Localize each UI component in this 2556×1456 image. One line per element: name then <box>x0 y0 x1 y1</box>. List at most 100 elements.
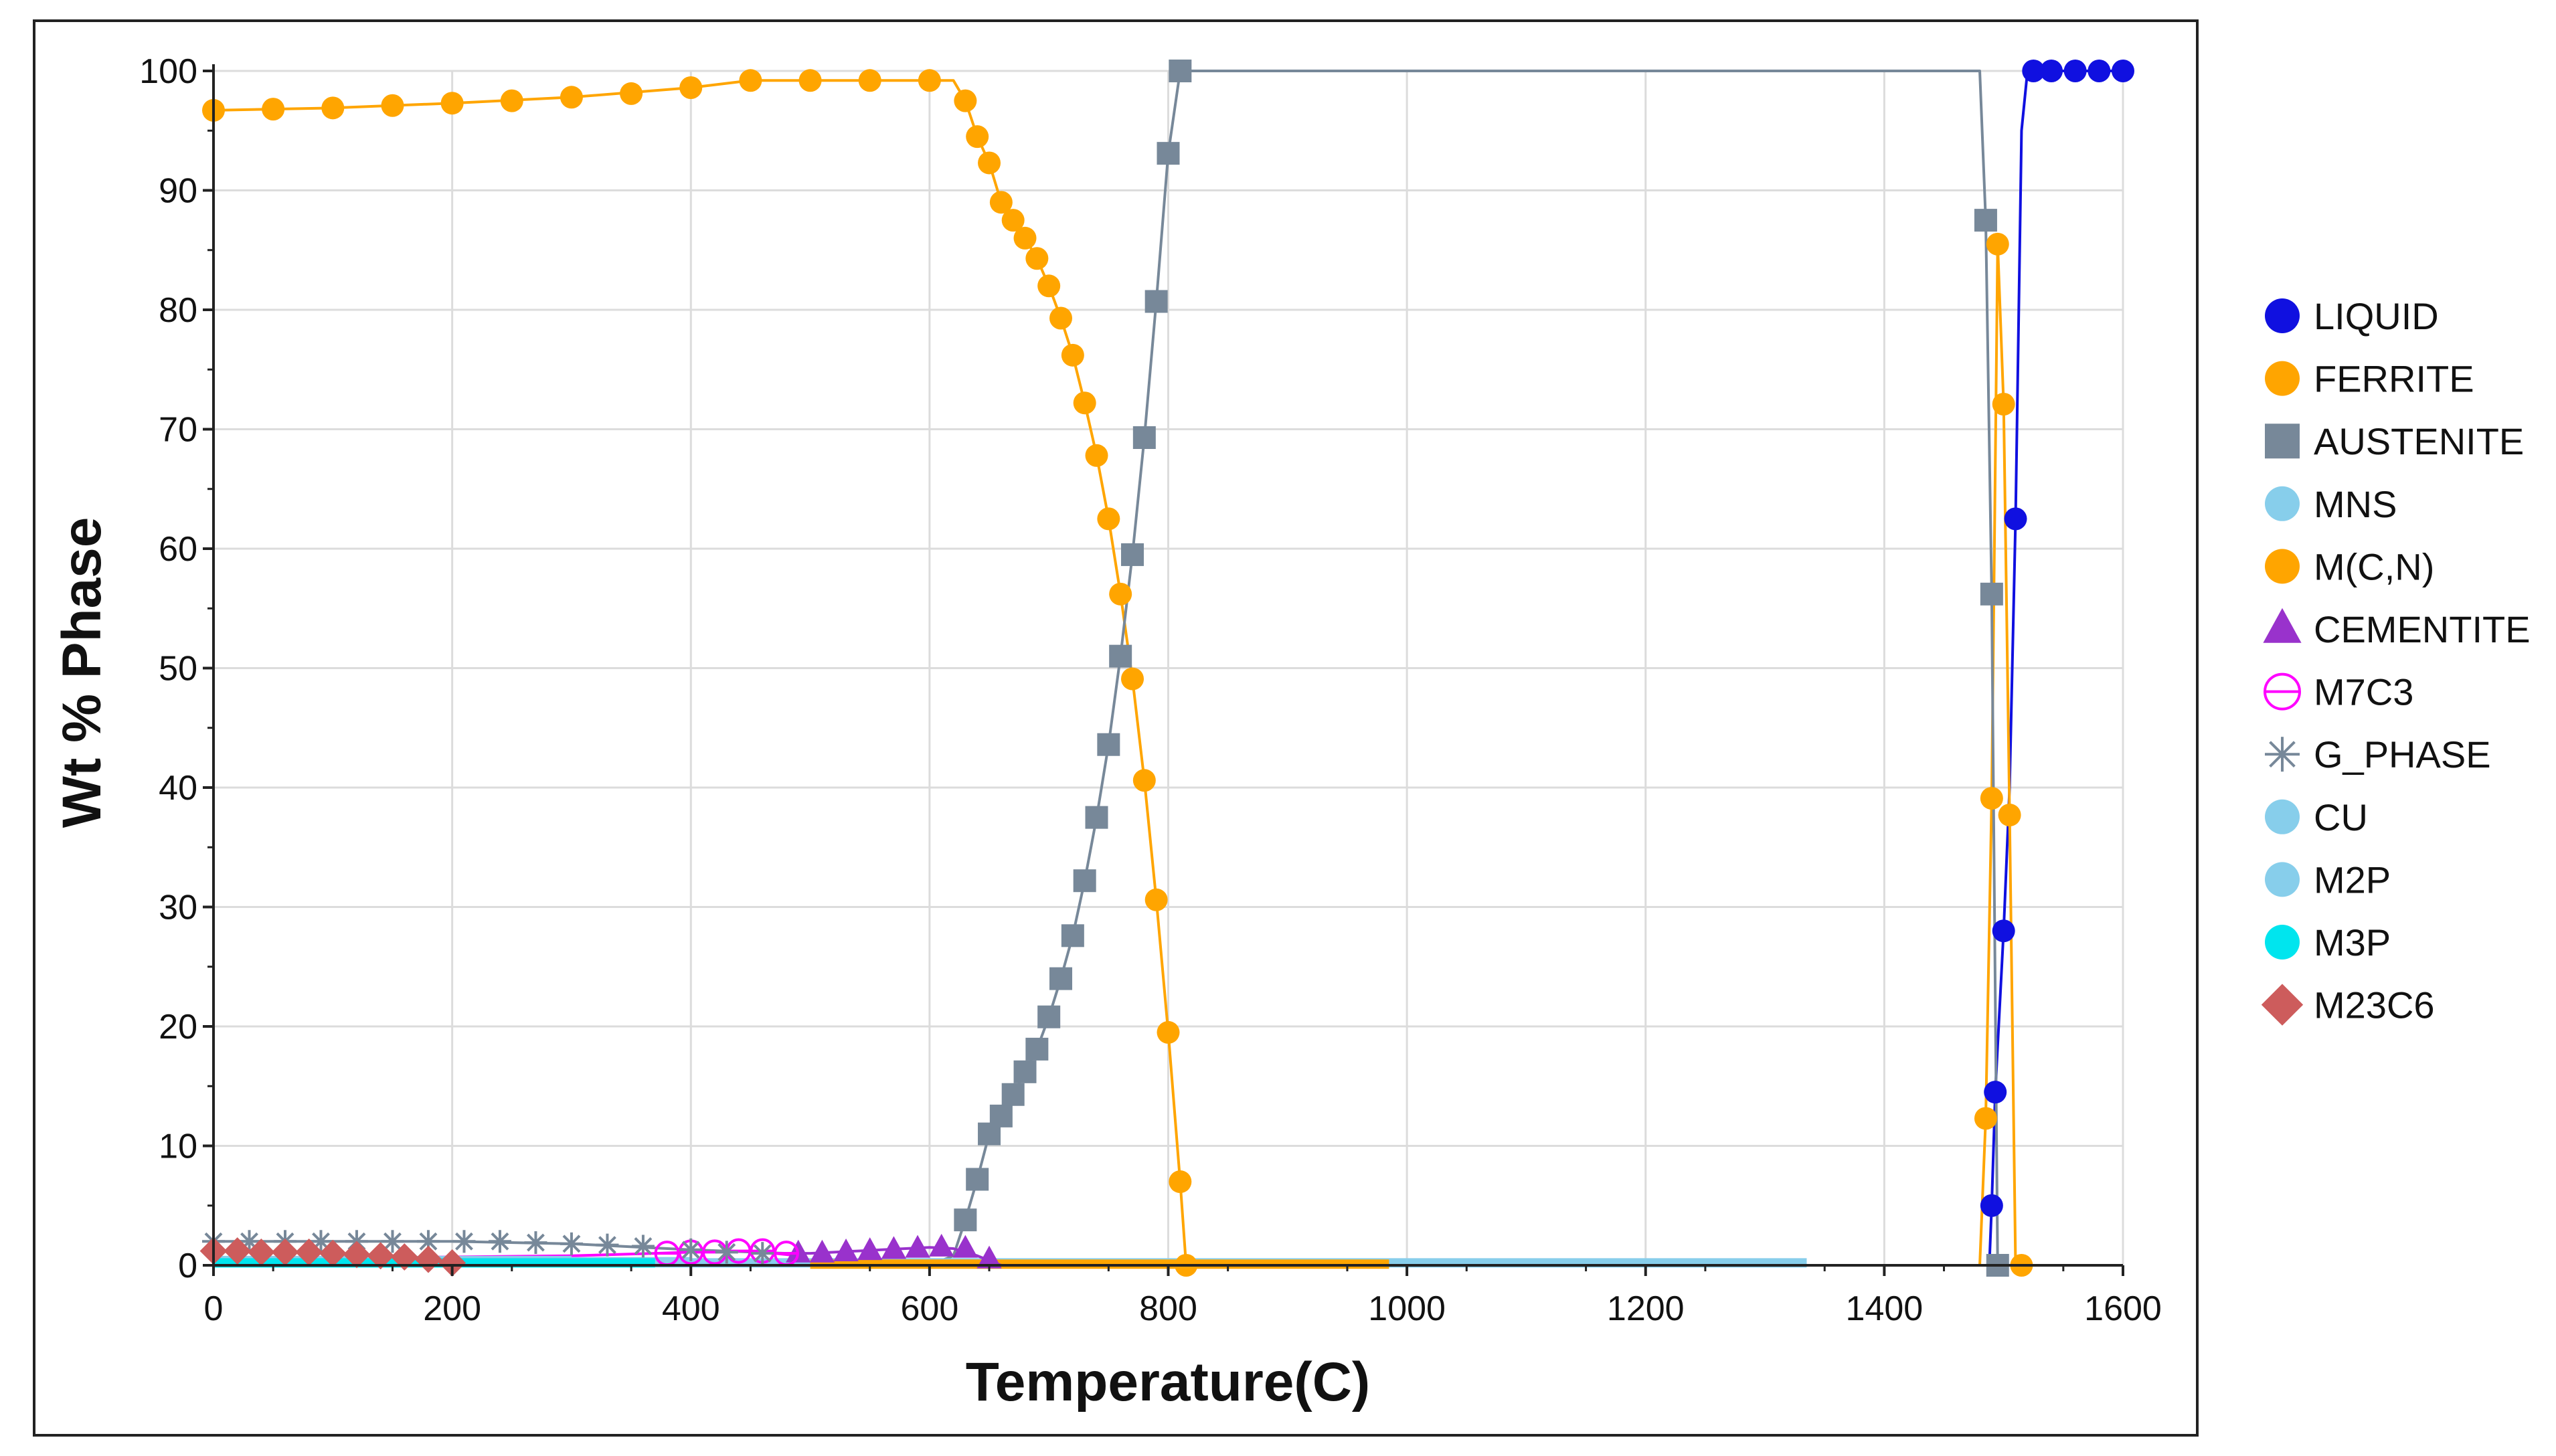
data-point-ferrite <box>1061 343 1084 367</box>
x-tick-label: 0 <box>204 1289 224 1328</box>
x-tick-label: 1200 <box>1607 1289 1685 1328</box>
data-point-ferrite <box>978 151 1001 175</box>
x-tick-label: 600 <box>900 1289 958 1328</box>
x-tick-label: 1600 <box>2084 1289 2162 1328</box>
y-tick-label: 0 <box>178 1247 197 1285</box>
data-point-austenite <box>1157 142 1180 165</box>
legend-marker-mns <box>2265 486 2300 521</box>
data-point-ferrite <box>798 69 822 92</box>
data-point-ferrite <box>620 82 643 105</box>
legend-label-m-c-n: M(C,N) <box>2314 545 2434 587</box>
data-point-ferrite <box>1109 582 1132 606</box>
data-point-ferrite <box>1992 393 2015 416</box>
data-point-ferrite <box>1169 1170 1192 1194</box>
y-tick-label: 30 <box>159 889 197 927</box>
legend-marker-m2p <box>2265 862 2300 897</box>
data-point-austenite <box>1132 426 1156 449</box>
legend-marker-austenite <box>2265 424 2300 459</box>
data-point-ferrite <box>1037 274 1061 298</box>
data-point-ferrite <box>440 92 464 115</box>
legend-marker-ferrite <box>2265 361 2300 396</box>
data-point-ferrite <box>1998 804 2021 827</box>
data-point-austenite <box>1001 1083 1025 1106</box>
y-tick-label: 50 <box>159 650 197 689</box>
data-point-austenite <box>1061 924 1084 947</box>
data-point-g-phase <box>751 1242 774 1265</box>
legend-marker-m3p <box>2265 925 2300 960</box>
y-tick-label: 70 <box>159 411 197 450</box>
legend-marker-g-phase <box>2265 737 2300 772</box>
data-point-cementite <box>881 1236 907 1259</box>
data-point-liquid <box>1992 919 2015 943</box>
data-point-ferrite <box>989 191 1013 214</box>
data-point-austenite <box>1109 644 1132 668</box>
y-axis-title: Wt % Phase <box>52 517 112 828</box>
grid-lines <box>212 70 2124 1267</box>
data-point-ferrite <box>679 76 703 99</box>
data-point-g-phase <box>524 1231 547 1255</box>
data-point-m23c6 <box>295 1238 323 1266</box>
data-point-austenite <box>1980 582 2003 606</box>
data-point-cementite <box>809 1239 835 1263</box>
data-point-cementite <box>833 1238 859 1261</box>
data-point-ferrite <box>1144 888 1168 911</box>
data-point-ferrite <box>1980 787 2003 810</box>
data-point-ferrite <box>1049 306 1073 330</box>
data-point-m23c6 <box>343 1241 371 1269</box>
data-point-austenite <box>1085 806 1108 829</box>
x-tick-label: 200 <box>423 1289 481 1328</box>
legend-marker-m-c-n <box>2265 549 2300 584</box>
data-point-cementite <box>976 1245 1002 1269</box>
data-point-austenite <box>989 1104 1013 1127</box>
chart-frame <box>33 19 2199 1437</box>
data-point-liquid <box>2040 60 2063 82</box>
data-point-g-phase <box>631 1235 655 1258</box>
data-point-austenite <box>966 1168 989 1191</box>
legend-marker-liquid <box>2265 298 2300 333</box>
data-point-m23c6 <box>224 1237 252 1265</box>
data-point-ferrite <box>858 69 881 92</box>
data-point-ferrite <box>1025 247 1049 270</box>
y-tick-label: 90 <box>159 172 197 211</box>
data-point-ferrite <box>1121 667 1144 691</box>
axes: 0 200 400 600 800 1000 1200 1400 1600 0 10 20 30 40 50… <box>139 52 2162 1328</box>
data-point-liquid <box>1984 1081 2007 1104</box>
data-point-m23c6 <box>414 1245 442 1273</box>
data-point-austenite <box>1144 290 1168 313</box>
y-tick-label: 60 <box>159 530 197 569</box>
x-tick-label: 800 <box>1139 1289 1197 1328</box>
data-point-ferrite <box>321 96 345 120</box>
legend-label-cu: CU <box>2314 796 2368 838</box>
data-point-austenite <box>1049 967 1073 990</box>
data-point-liquid <box>1980 1194 2003 1217</box>
data-point-m23c6 <box>367 1242 395 1270</box>
data-point-ferrite <box>1001 209 1025 232</box>
data-point-ferrite <box>966 125 989 149</box>
legend-label-m23c6: M23C6 <box>2314 984 2435 1026</box>
data-point-m23c6 <box>271 1238 299 1266</box>
legend-label-liquid: LIQUID <box>2314 295 2439 337</box>
data-point-ferrite <box>1157 1020 1180 1044</box>
data-point-austenite <box>1121 543 1144 566</box>
data-point-ferrite <box>1013 226 1037 250</box>
series-markers <box>199 60 2134 1277</box>
data-point-austenite <box>1974 209 1997 232</box>
legend-label-g-phase: G_PHASE <box>2314 733 2491 776</box>
legend-label-m3p: M3P <box>2314 921 2391 964</box>
data-point-ferrite <box>918 69 941 92</box>
data-point-ferrite <box>954 89 977 112</box>
data-point-g-phase <box>416 1230 440 1253</box>
data-point-austenite <box>954 1208 977 1232</box>
legend: LIQUID FERRITE AUSTENITE MNS M(C,N) CEMENTITE… <box>2261 295 2531 1026</box>
data-point-austenite <box>1037 1005 1061 1028</box>
data-point-austenite <box>1025 1037 1049 1061</box>
legend-label-m2p: M2P <box>2314 858 2391 901</box>
data-point-ferrite <box>1986 232 2009 256</box>
data-point-ferrite <box>560 86 583 109</box>
data-point-g-phase <box>596 1233 619 1257</box>
data-point-g-phase <box>452 1230 476 1253</box>
data-point-m23c6 <box>390 1243 418 1271</box>
data-point-cementite <box>905 1235 930 1258</box>
data-point-liquid <box>2022 60 2045 82</box>
legend-marker-m23c6 <box>2261 984 2304 1026</box>
